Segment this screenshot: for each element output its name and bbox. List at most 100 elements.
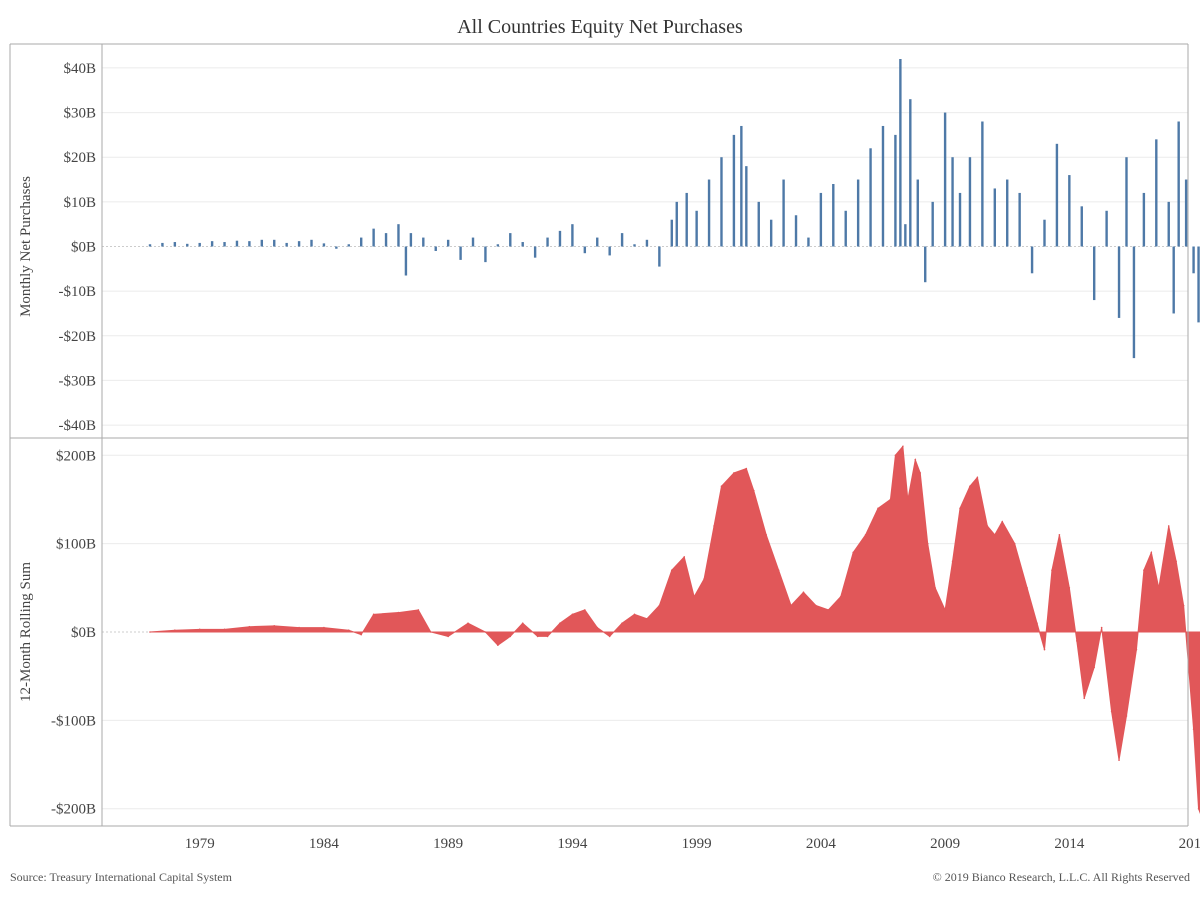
rolling-point bbox=[360, 633, 363, 636]
monthly-bar bbox=[1092, 246, 1096, 301]
rolling-point bbox=[976, 476, 979, 479]
rolling-point bbox=[347, 629, 350, 632]
rolling-point bbox=[1013, 542, 1016, 545]
monthly-bar bbox=[260, 239, 264, 247]
monthly-bar bbox=[521, 242, 524, 247]
monthly-bar bbox=[210, 241, 214, 247]
rolling-point bbox=[720, 485, 723, 487]
monthly-bar bbox=[459, 246, 462, 260]
rolling-point bbox=[521, 622, 524, 624]
y-tick-label: -$40B bbox=[59, 418, 97, 434]
rolling-point bbox=[703, 578, 705, 580]
monthly-bar bbox=[446, 239, 450, 247]
monthly-bar bbox=[1105, 210, 1108, 247]
chart-frame bbox=[9, 43, 1189, 827]
rolling-point bbox=[484, 631, 487, 633]
monthly-bar bbox=[931, 201, 934, 247]
rolling-point bbox=[969, 485, 971, 487]
monthly-bar bbox=[951, 157, 954, 247]
rolling-point bbox=[1197, 807, 1200, 810]
monthly-bar bbox=[819, 192, 823, 247]
monthly-bar bbox=[807, 237, 810, 247]
monthly-bar bbox=[1172, 246, 1175, 314]
rolling-point bbox=[959, 507, 961, 510]
monthly-bar bbox=[533, 246, 537, 258]
rolling-point bbox=[894, 454, 897, 457]
monthly-bar bbox=[894, 134, 897, 247]
monthly-bar bbox=[670, 219, 673, 247]
rolling-point bbox=[323, 626, 325, 629]
monthly-bar bbox=[745, 166, 748, 247]
monthly-bar bbox=[685, 192, 688, 247]
y-tick-label: $0B bbox=[71, 240, 96, 256]
y-axis-label: 12-Month Rolling Sum bbox=[18, 562, 34, 702]
rolling-point bbox=[994, 533, 996, 536]
rolling-point bbox=[273, 625, 276, 627]
monthly-bar bbox=[347, 244, 350, 247]
rolling-point bbox=[1143, 569, 1145, 571]
monthly-bar bbox=[769, 219, 773, 247]
monthly-bar bbox=[720, 157, 723, 247]
x-tick-label: 1979 bbox=[185, 836, 215, 852]
monthly-bar bbox=[546, 237, 549, 247]
monthly-bar bbox=[844, 210, 847, 247]
rolling-point bbox=[815, 604, 817, 607]
rolling-point bbox=[914, 458, 917, 461]
rolling-point bbox=[902, 445, 904, 448]
x-tick-label: 2014 bbox=[1054, 836, 1085, 852]
monthly-bar bbox=[695, 210, 698, 247]
x-tick-label: 1999 bbox=[682, 836, 712, 852]
monthly-bar bbox=[1142, 192, 1146, 247]
monthly-bar bbox=[422, 237, 425, 247]
rolling-point bbox=[752, 489, 755, 492]
rolling-point bbox=[429, 631, 432, 633]
monthly-bar bbox=[434, 246, 437, 251]
rolling-point bbox=[559, 622, 561, 624]
rolling-point bbox=[777, 569, 780, 571]
rolling-point bbox=[1125, 715, 1128, 717]
monthly-bar bbox=[707, 179, 711, 247]
rolling-panel: $200B $100B $0B -$100B -$200B 12-Month Rollin… bbox=[18, 445, 1200, 852]
y-tick-label: -$30B bbox=[59, 373, 97, 389]
monthly-bar bbox=[1192, 246, 1195, 274]
rolling-point bbox=[1051, 569, 1053, 571]
rolling-point bbox=[646, 617, 648, 620]
monthly-bar bbox=[148, 244, 152, 247]
rolling-point bbox=[1026, 587, 1028, 589]
rolling-point bbox=[658, 604, 661, 607]
monthly-bar bbox=[909, 99, 912, 247]
rolling-point bbox=[372, 613, 375, 616]
y-axis-label: Monthly Net Purchases bbox=[18, 176, 34, 317]
monthly-bar bbox=[558, 230, 562, 247]
chart-canvas: $40B $30B $20B $10B $0B -$10B -$20B -$30B -$40B M… bbox=[9, 43, 1200, 852]
rolling-point bbox=[745, 467, 748, 470]
x-tick-label: 1989 bbox=[433, 836, 463, 852]
monthly-bar bbox=[757, 201, 760, 247]
monthly-bar bbox=[1030, 246, 1034, 274]
rolling-point bbox=[864, 533, 867, 536]
monthly-bar bbox=[1167, 201, 1170, 247]
x-tick-label: 1984 bbox=[309, 836, 340, 852]
monthly-bar bbox=[881, 125, 885, 247]
rolling-point bbox=[174, 629, 176, 632]
monthly-bar bbox=[981, 121, 984, 247]
monthly-bar bbox=[1080, 206, 1083, 247]
rolling-point bbox=[919, 472, 922, 474]
rolling-point bbox=[934, 587, 936, 589]
monthly-bar bbox=[904, 224, 907, 247]
rolling-point bbox=[1150, 551, 1153, 554]
monthly-bar bbox=[856, 179, 860, 247]
y-tick-label: $100B bbox=[56, 537, 96, 553]
rolling-point bbox=[852, 551, 854, 554]
monthly-bar bbox=[322, 243, 326, 247]
rolling-point bbox=[1192, 728, 1195, 731]
rolling-point bbox=[1100, 626, 1103, 629]
rolling-point bbox=[223, 628, 226, 631]
rolling-point bbox=[802, 591, 805, 594]
copyright-note: © 2019 Bianco Research, L.L.C. All Right… bbox=[932, 870, 1190, 884]
rolling-point bbox=[1075, 640, 1078, 642]
rolling-area bbox=[149, 445, 1200, 815]
monthly-bar bbox=[993, 188, 996, 247]
y-tick-label: -$200B bbox=[51, 802, 96, 818]
rolling-point bbox=[765, 533, 768, 536]
